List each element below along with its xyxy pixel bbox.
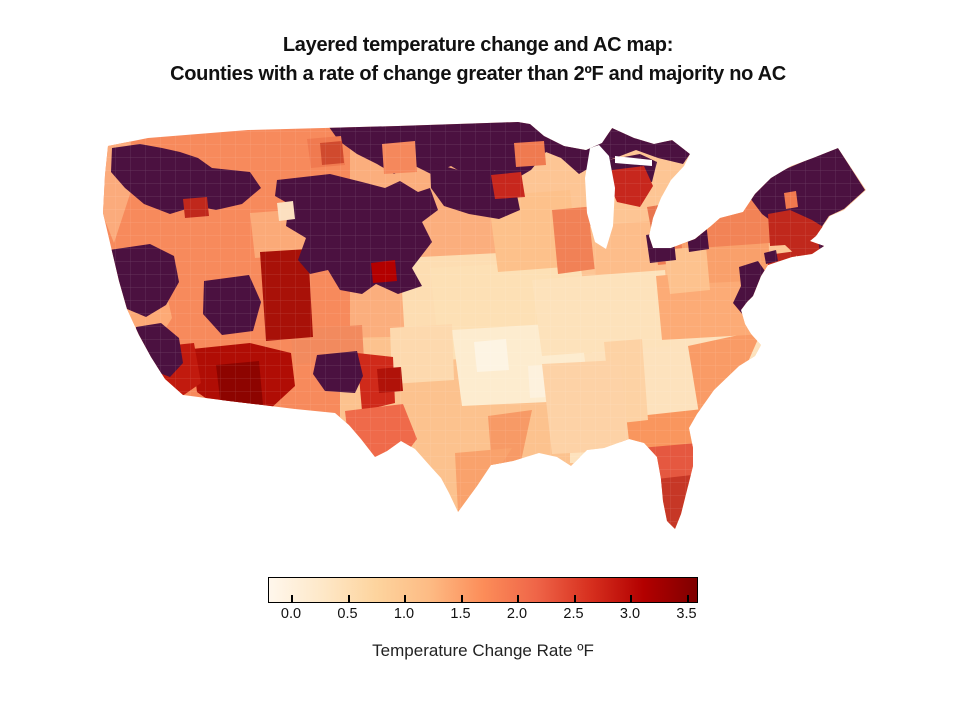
colorbar-tick-mark — [460, 595, 463, 602]
colorbar-tick-mark — [573, 595, 576, 602]
map-region-boston-dot — [817, 231, 840, 252]
colorbar-tick-mark — [686, 595, 689, 602]
map-container — [100, 118, 885, 563]
water-lake-michigan — [585, 145, 615, 249]
colorbar-tick-label: 3.0 — [619, 606, 641, 622]
colorbar-tick-mark — [347, 595, 350, 602]
colorbar — [268, 577, 698, 603]
colorbar-tick-mark — [291, 595, 293, 602]
county-grid-texture — [103, 122, 866, 529]
colorbar-tick-label: 0.5 — [337, 606, 358, 622]
figure-title-line-2: Counties with a rate of change greater t… — [170, 63, 786, 85]
figure-title-line-1: Layered temperature change and AC map: — [282, 34, 674, 56]
colorbar-tick-label: 1.0 — [393, 606, 415, 622]
water-mackinac-strait — [615, 156, 652, 166]
colorbar-caption: Temperature Change Rate ºF — [372, 641, 594, 660]
colorbar-tick-mark — [517, 595, 519, 602]
colorbar-tick-label: 1.5 — [450, 606, 471, 622]
colorbar-tick-label: 2.5 — [563, 606, 584, 622]
colorbar-tick-label: 0.0 — [280, 606, 302, 622]
colorbar-tick-mark — [404, 595, 406, 602]
figure-title: Layered temperature change and AC map: C… — [0, 31, 956, 89]
colorbar-ticks — [269, 578, 697, 602]
colorbar-tick-mark — [630, 595, 632, 602]
colorbar-tick-label: 2.0 — [506, 606, 528, 622]
colorbar-gradient — [269, 578, 697, 602]
colorbar-tick-label: 3.5 — [676, 606, 697, 622]
us-choropleth-map — [103, 122, 866, 529]
colorbar-tick-labels: 0.0 0.5 1.0 1.5 2.0 2.5 3.0 3.5 — [268, 606, 698, 626]
